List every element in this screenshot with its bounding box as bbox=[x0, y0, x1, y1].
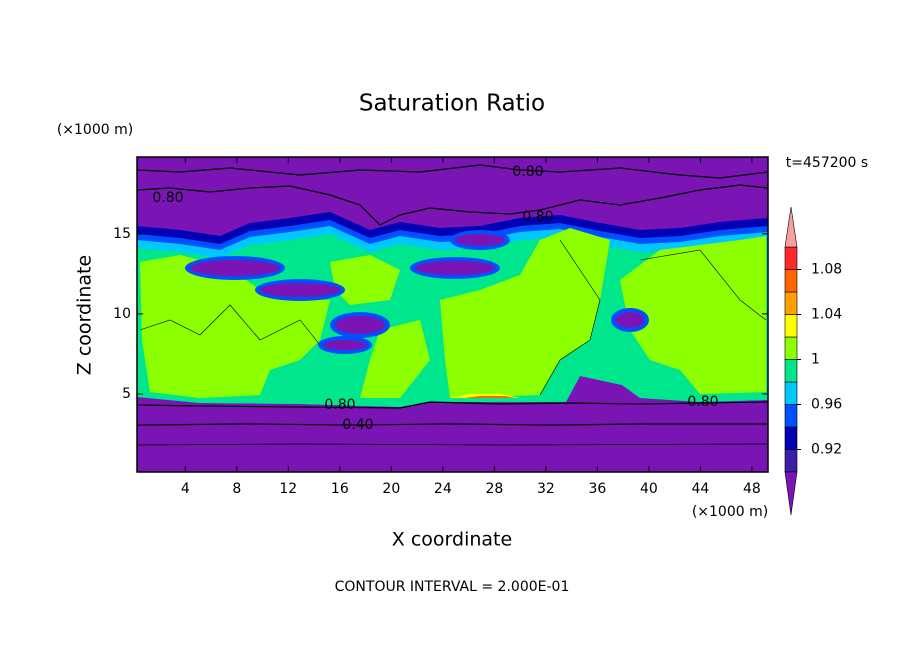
colorbar-tick-label: 1.08 bbox=[811, 262, 842, 278]
colorbar-band bbox=[784, 449, 798, 473]
colorbar-tick-label: 0.92 bbox=[811, 442, 842, 458]
contour-line bbox=[136, 423, 768, 426]
contour-line bbox=[136, 184, 769, 226]
colorbar-band bbox=[784, 404, 798, 428]
x-tick-label: 44 bbox=[691, 481, 709, 497]
colorbar-band bbox=[784, 381, 798, 405]
x-tick-label: 28 bbox=[485, 481, 503, 497]
chart-title: Saturation Ratio bbox=[359, 91, 545, 117]
contour-region bbox=[440, 228, 610, 398]
contour-region bbox=[616, 312, 644, 328]
contour-label: 0.80 bbox=[522, 209, 553, 225]
x-tick-label: 8 bbox=[232, 481, 241, 497]
contour-region bbox=[415, 261, 495, 275]
contour-region bbox=[190, 260, 280, 276]
x-tick-label: 12 bbox=[279, 481, 297, 497]
contour-region bbox=[360, 320, 430, 398]
y-tick-label: 5 bbox=[122, 386, 131, 402]
colorbar-tick-label: 1.04 bbox=[811, 307, 842, 323]
contour-field: 0.80 0.80 0.80 0.80 0.80 0.40 bbox=[136, 157, 769, 472]
plot-frame bbox=[136, 156, 769, 473]
x-tick-label: 16 bbox=[331, 481, 349, 497]
colorbar-band bbox=[784, 426, 798, 450]
contour-region bbox=[260, 283, 340, 297]
x-tick-label: 48 bbox=[743, 481, 761, 497]
y-tick-label: 10 bbox=[113, 306, 131, 322]
time-label: t=457200 s bbox=[786, 155, 868, 171]
contour-region bbox=[335, 316, 385, 334]
contour-line bbox=[139, 304, 321, 346]
y-unit: (×1000 m) bbox=[57, 122, 133, 138]
contour-label: 0.40 bbox=[342, 417, 373, 433]
contour-line bbox=[136, 401, 769, 409]
x-unit: (×1000 m) bbox=[692, 504, 768, 520]
x-tick-label: 20 bbox=[382, 481, 400, 497]
x-tick-label: 24 bbox=[434, 481, 452, 497]
colorbar-under bbox=[784, 471, 798, 516]
y-axis-label: Z coordinate bbox=[74, 255, 96, 375]
colorbar-band bbox=[784, 336, 798, 360]
contour-line bbox=[136, 164, 769, 179]
colorbar-band bbox=[784, 269, 798, 293]
contour-line bbox=[136, 443, 769, 446]
contour-line bbox=[539, 239, 601, 396]
contour-label: 0.80 bbox=[152, 190, 183, 206]
contour-region bbox=[620, 236, 766, 394]
contour-label: 0.80 bbox=[687, 394, 718, 410]
colorbar-band bbox=[784, 359, 798, 383]
contour-region bbox=[465, 396, 515, 398]
y-tick-label: 15 bbox=[113, 226, 131, 242]
colorbar-band bbox=[784, 246, 798, 270]
colorbar-tick-label: 1 bbox=[811, 352, 820, 368]
contour-region bbox=[455, 234, 505, 246]
x-tick-label: 32 bbox=[537, 481, 555, 497]
contour-region bbox=[140, 255, 330, 398]
colorbar-over bbox=[784, 206, 798, 248]
x-tick-label: 4 bbox=[181, 481, 190, 497]
colorbar-tick-label: 0.96 bbox=[811, 397, 842, 413]
contour-label: 0.80 bbox=[512, 164, 543, 180]
x-tick-label: 40 bbox=[640, 481, 658, 497]
x-axis-label: X coordinate bbox=[392, 529, 512, 551]
colorbar-band bbox=[784, 314, 798, 338]
footer: CONTOUR INTERVAL = 2.000E-01 bbox=[335, 579, 570, 595]
x-tick-label: 36 bbox=[588, 481, 606, 497]
contour-region bbox=[323, 340, 367, 350]
contour-region bbox=[330, 255, 400, 305]
colorbar-band bbox=[784, 291, 798, 315]
contour-line bbox=[639, 249, 767, 321]
contour-label: 0.80 bbox=[324, 397, 355, 413]
